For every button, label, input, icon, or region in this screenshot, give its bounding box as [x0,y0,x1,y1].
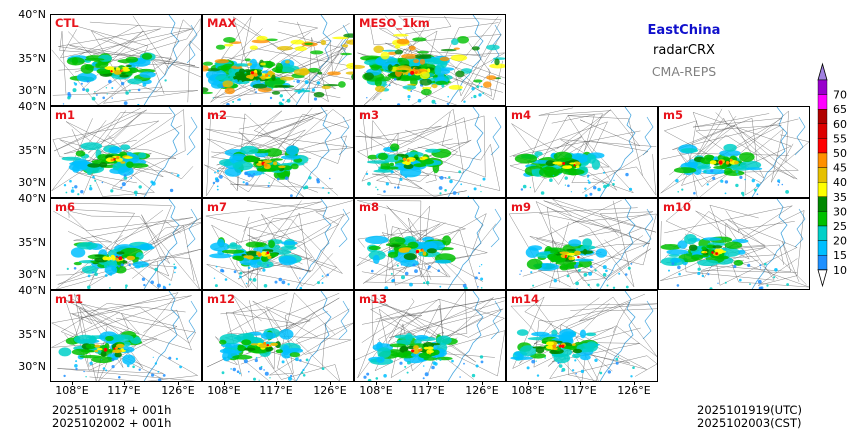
svg-text:40: 40 [833,176,847,189]
lat-tick-label: 35°N [18,236,46,249]
map-panel-m10: m10 [658,198,810,290]
lat-tick-label: 30°N [18,360,46,373]
lon-tick-mark [428,382,429,385]
lon-tick-mark [528,382,529,385]
map-panel-max: MAX [202,14,354,106]
map-panel-meso-1km: MESO_1km [354,14,506,106]
panel-label: m9 [511,200,531,214]
system-title: CMA-REPS [651,64,717,79]
panel-label: m13 [359,292,387,306]
panel-label: m1 [55,108,75,122]
lat-tick-label: 35°N [18,144,46,157]
lat-tick-label: 40°N [18,100,46,113]
svg-text:50: 50 [833,147,847,160]
panel-label: m5 [663,108,683,122]
panel-label: m4 [511,108,531,122]
lon-tick-label: 126°E [465,384,499,397]
panel-label: m2 [207,108,227,122]
map-panel-m7: m7 [202,198,354,290]
svg-text:55: 55 [833,132,847,145]
panel-label: m11 [55,292,83,306]
lon-tick-mark [580,382,581,385]
panel-label: MESO_1km [359,16,430,30]
map-panel-m6: m6 [50,198,202,290]
lon-tick-label: 108°E [207,384,241,397]
map-panel-m4: m4 [506,106,658,198]
lon-tick-label: 117°E [411,384,445,397]
panel-label: m3 [359,108,379,122]
map-panel-m11: m11 [50,290,202,382]
lon-tick-label: 108°E [55,384,89,397]
panel-label: m12 [207,292,235,306]
map-panel-m12: m12 [202,290,354,382]
lon-tick-mark [124,382,125,385]
svg-text:45: 45 [833,162,847,175]
map-panel-m8: m8 [354,198,506,290]
panel-label: m6 [55,200,75,214]
valid-time-cst: 2025102003(CST) [697,416,802,430]
lat-tick-label: 40°N [18,8,46,21]
lon-tick-mark [482,382,483,385]
map-panel-m9: m9 [506,198,658,290]
lat-tick-label: 40°N [18,192,46,205]
lon-tick-mark [330,382,331,385]
lon-tick-label: 126°E [313,384,347,397]
svg-text:20: 20 [833,235,847,248]
map-panel-m1: m1 [50,106,202,198]
lat-tick-label: 30°N [18,268,46,281]
panel-label: CTL [55,16,79,30]
panel-label: m7 [207,200,227,214]
panel-label: m14 [511,292,539,306]
lon-tick-label: 117°E [107,384,141,397]
panel-label: m8 [359,200,379,214]
lon-tick-mark [376,382,377,385]
lon-tick-mark [276,382,277,385]
lat-tick-label: 40°N [18,284,46,297]
map-panel-ctl: CTL [50,14,202,106]
lon-tick-label: 126°E [617,384,651,397]
lon-tick-mark [634,382,635,385]
panel-label: MAX [207,16,237,30]
map-panel-m5: m5 [658,106,810,198]
valid-time-utc: 2025101919(UTC) [697,403,802,417]
map-panel-m13: m13 [354,290,506,382]
svg-text:65: 65 [833,103,847,116]
init-time-utc: 2025101918 + 001h [52,403,172,417]
map-panel-m14: m14 [506,290,658,382]
lon-tick-mark [178,382,179,385]
panel-label: m10 [663,200,691,214]
lon-tick-label: 117°E [259,384,293,397]
map-panel-m2: m2 [202,106,354,198]
lat-tick-label: 35°N [18,52,46,65]
svg-text:15: 15 [833,249,847,262]
svg-text:70: 70 [833,89,847,102]
svg-text:35: 35 [833,191,847,204]
lon-tick-label: 108°E [511,384,545,397]
svg-text:30: 30 [833,205,847,218]
svg-text:25: 25 [833,220,847,233]
lon-tick-mark [224,382,225,385]
lat-tick-label: 30°N [18,176,46,189]
region-title: EastChina [647,23,721,38]
init-time-cst: 2025102002 + 001h [52,416,172,430]
svg-text:10: 10 [833,264,847,277]
svg-text:60: 60 [833,118,847,131]
map-panel-m3: m3 [354,106,506,198]
lon-tick-label: 117°E [563,384,597,397]
lon-tick-mark [72,382,73,385]
lon-tick-label: 126°E [161,384,195,397]
lon-tick-label: 108°E [359,384,393,397]
product-title: radarCRX [653,43,715,58]
lat-tick-label: 30°N [18,84,46,97]
lat-tick-label: 35°N [18,328,46,341]
